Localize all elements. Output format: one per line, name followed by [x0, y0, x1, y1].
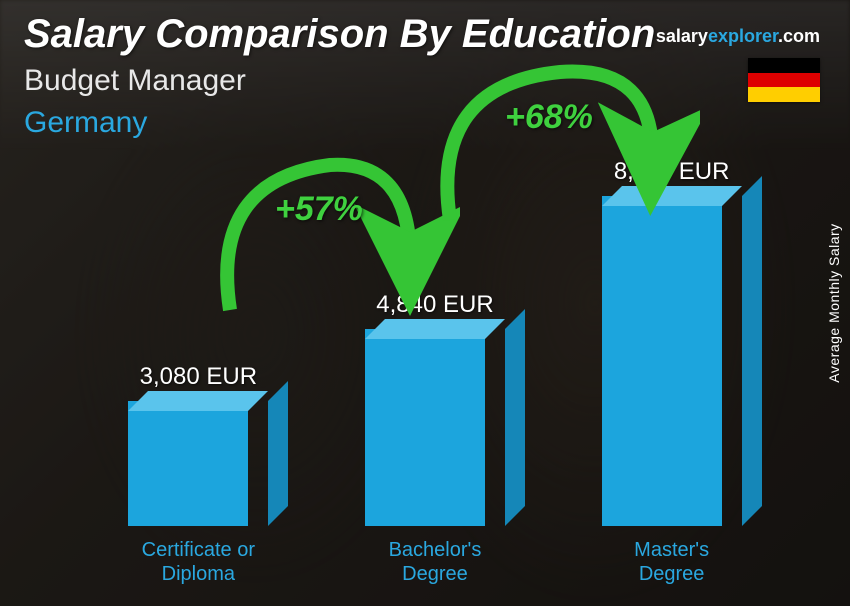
bar-label: Bachelor'sDegree [389, 538, 482, 586]
content-layer: Salary Comparison By Education Budget Ma… [0, 0, 850, 606]
bar-side [268, 381, 288, 526]
flag-stripe [748, 87, 820, 102]
bar-label: Master'sDegree [634, 538, 709, 586]
bar [365, 329, 505, 526]
percent-increase: +68% [505, 98, 593, 137]
bar-top [128, 391, 268, 411]
flag-stripe [748, 58, 820, 73]
brand-mid: explorer [708, 26, 778, 46]
bar-label: Certificate orDiploma [142, 538, 255, 586]
bar [602, 196, 742, 526]
bar-front [365, 329, 485, 526]
brand-prefix: salary [656, 26, 708, 46]
bar [128, 401, 268, 526]
percent-increase: +57% [275, 190, 363, 229]
brand-watermark: salaryexplorer.com [656, 26, 820, 47]
germany-flag-icon [748, 58, 820, 102]
y-axis-label: Average Monthly Salary [826, 223, 842, 382]
flag-stripe [748, 73, 820, 88]
chart-subtitle: Budget Manager [24, 64, 246, 98]
bar-value: 4,840 EUR [376, 291, 493, 319]
bar-group: 3,080 EUR Certificate orDiploma [108, 363, 288, 586]
bar-side [505, 309, 525, 526]
bar-side [742, 176, 762, 526]
chart-country: Germany [24, 106, 147, 140]
bar-front [128, 401, 248, 526]
bar-value: 3,080 EUR [140, 363, 257, 391]
brand-suffix: .com [778, 26, 820, 46]
bar-top [602, 186, 742, 206]
bar-top [365, 319, 505, 339]
bar-group: 8,110 EUR Master'sDegree [582, 158, 762, 586]
bar-chart: 3,080 EUR Certificate orDiploma 4,840 EUR B… [80, 150, 790, 586]
bar-front [602, 196, 722, 526]
bar-value: 8,110 EUR [614, 158, 730, 186]
chart-title: Salary Comparison By Education [24, 12, 655, 57]
bar-group: 4,840 EUR Bachelor'sDegree [345, 291, 525, 586]
